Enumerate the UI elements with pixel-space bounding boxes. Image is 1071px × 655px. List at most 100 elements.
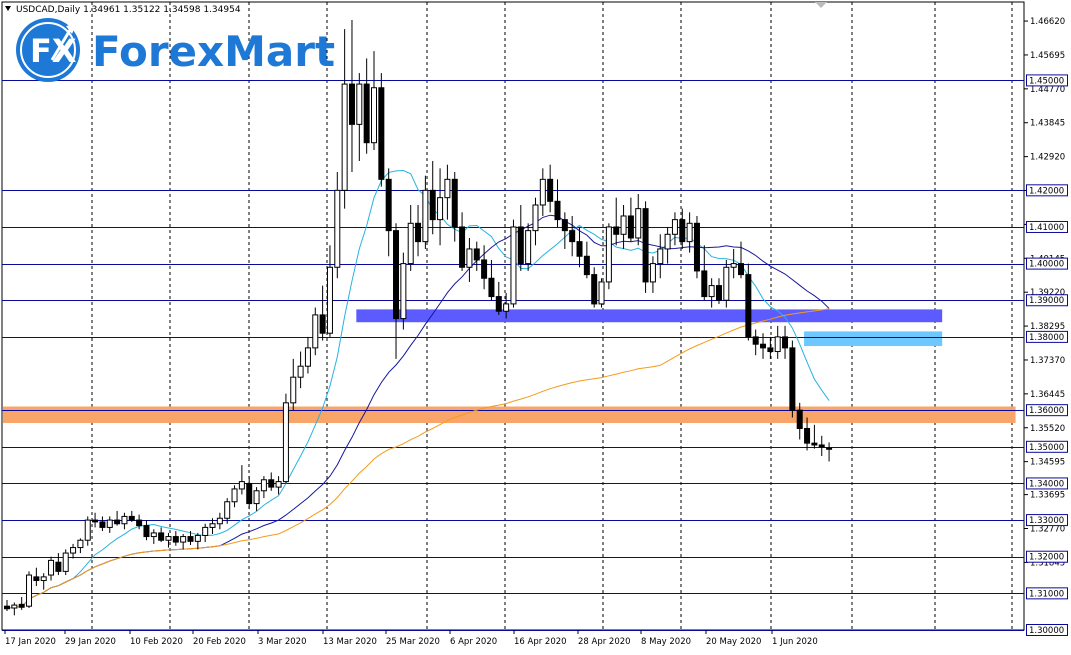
candle-body [136,519,143,527]
candle [730,248,737,279]
candle-body [260,479,267,492]
candle-body [473,248,480,261]
level-price-tag-inner [1027,441,1067,452]
candle [121,512,128,530]
level-price-tag-inner [1027,295,1067,306]
price-tick-label: 1.46620 [1030,17,1065,27]
candle-body [150,532,157,538]
candle [510,219,517,308]
candle-body [818,444,825,448]
price-tick-label: 1.34595 [1030,458,1065,468]
level-price-label: 1.45000 [1029,76,1064,86]
candle-body [297,365,304,378]
candle-body [671,219,678,235]
candle [723,259,730,308]
candle-body [326,266,333,334]
candle-body [547,178,554,202]
candle-body [539,178,546,206]
date-tick-label: 28 Apr 2020 [578,637,631,647]
level-price-tag-inner [1027,515,1067,526]
level-price-label: 1.40000 [1029,260,1064,270]
candle-body [760,343,767,349]
candle [473,241,480,271]
logo-arrow-icon [50,29,72,61]
candle-body [268,479,275,488]
candle-body [40,576,47,582]
candle [400,252,407,330]
level-price-tag-inner [1027,75,1067,86]
candle [4,599,10,611]
candle-body [11,604,18,609]
candle [642,201,649,293]
date-tick-label: 16 Apr 2020 [514,637,567,647]
candle-body [99,521,106,528]
candle-body [84,519,91,541]
candle [671,212,678,246]
candle-body [782,336,789,349]
date-tick-label: 17 Jan 2020 [5,637,56,647]
candle [334,172,341,279]
date-tick-label: 25 Mar 2020 [386,637,440,647]
candle [202,523,209,543]
level-price-label: 1.33000 [1029,516,1064,526]
candle [539,168,546,216]
candle-body [679,219,686,243]
candle-body [738,263,744,276]
candle [488,259,495,301]
candle-body [693,222,700,272]
candle-body [224,501,231,519]
candle-body [48,559,55,576]
candle [517,204,524,271]
candle [789,340,796,418]
price-tick-label: 1.31845 [1030,558,1065,568]
candle-body [363,83,370,144]
candle-body [657,248,664,265]
candle-body [385,178,392,232]
symbol-info: USDCAD,Daily 1.34961 1.35122 1.34598 1.3… [16,5,241,15]
candle [635,193,642,246]
candle-body [180,536,187,543]
candle [620,204,627,249]
collapse-triangle-icon[interactable] [5,6,11,11]
price-tick-label: 1.33695 [1030,491,1065,501]
candle-body [92,519,99,523]
candle-body [393,230,400,320]
candle [782,325,789,359]
candle-body [55,561,62,572]
price-tick-label: 1.39220 [1030,288,1065,298]
candle-body [561,219,568,232]
level-price-label: 1.31000 [1029,589,1064,599]
forexmart-logo: FX ForexMart [16,18,335,82]
candle-body [503,303,510,312]
candle [70,543,77,559]
candle-body [627,215,634,239]
candle-body [172,536,179,543]
candle-body [202,526,209,536]
scroll-marker-icon [815,2,827,8]
candle [326,245,333,337]
candle [422,175,429,249]
candle [627,197,634,242]
candle [224,498,231,524]
candle-body [804,427,811,444]
candle-body [510,226,517,305]
level-price-tag-inner [1027,221,1067,232]
candle [429,161,436,235]
date-tick-label: 1 Jun 2020 [772,637,818,647]
candle [760,333,767,359]
price-zone [3,406,1016,423]
candle [554,179,561,227]
candle [99,516,106,532]
candle [649,256,656,293]
candle [282,393,289,484]
candle [495,281,502,315]
candle [393,223,400,359]
candle-body [238,481,245,490]
candle-body [642,208,649,283]
candle-body [466,248,473,268]
level-price-tag-inner [1027,331,1067,342]
candle-body [789,347,796,411]
candle [385,168,392,257]
